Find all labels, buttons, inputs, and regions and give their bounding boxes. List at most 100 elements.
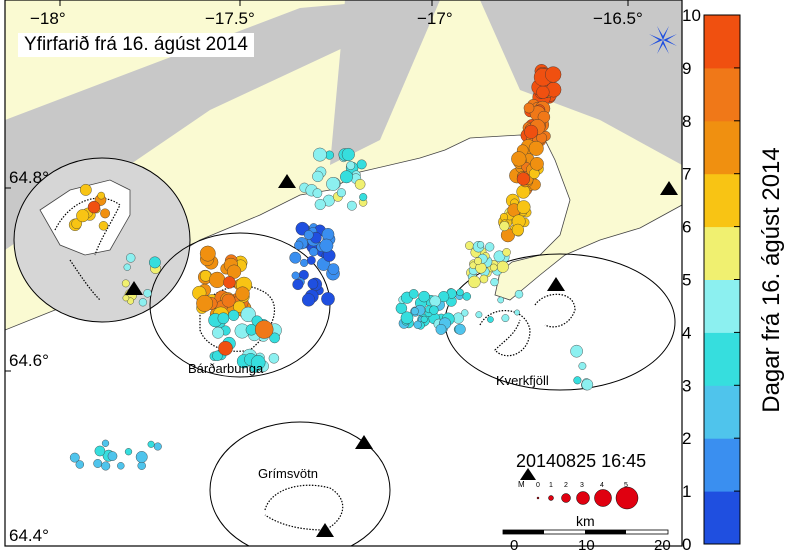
earthquake-point [319, 238, 334, 253]
magnitude-legend: M 0 1 2 3 4 5 [518, 480, 639, 510]
earthquake-point [87, 200, 101, 214]
earthquake-point [122, 294, 130, 302]
earthquake-point [93, 459, 103, 468]
earthquake-point [511, 223, 525, 237]
colorbar-segment [704, 385, 740, 439]
earthquake-point [581, 378, 594, 391]
earthquake-point [314, 198, 326, 210]
colorbar-tick-label: 1 [682, 482, 691, 501]
earthquake-point [523, 102, 535, 114]
earthquake-point [148, 256, 161, 269]
earthquake-point [479, 274, 489, 284]
earthquake-point [359, 193, 368, 202]
earthquake-point [268, 353, 280, 364]
earthquake-point [121, 279, 130, 288]
earthquake-point [138, 298, 148, 307]
earthquake-point [511, 151, 527, 167]
earthquake-point [573, 376, 582, 385]
colorbar-segment [704, 173, 740, 228]
earthquake-point [312, 170, 324, 183]
earthquake-point [292, 279, 304, 291]
earthquake-point [528, 140, 544, 156]
earthquake-point [143, 289, 152, 298]
timestamp-label: 20140825 16:45 [516, 451, 647, 471]
scale-bar-tick: 10 [578, 537, 595, 554]
earthquake-point [107, 451, 118, 461]
magnitude-legend-value: 5 [624, 482, 628, 489]
earthquake-point [300, 258, 309, 267]
earthquake-point [501, 314, 510, 322]
colorbar-tick-label: 5 [682, 271, 691, 290]
lat-tick-label: 64.4° [9, 526, 49, 545]
colorbar-tick-label: 10 [682, 6, 701, 25]
earthquake-point [255, 320, 274, 339]
magnitude-legend-circle [536, 496, 540, 500]
earthquake-point [514, 309, 520, 316]
earthquake-point [137, 461, 146, 470]
colorbar-segment [704, 491, 740, 545]
earthquake-point [408, 289, 419, 299]
earthquake-point [496, 260, 509, 273]
earthquake-point [435, 323, 447, 335]
lon-tick-label: −17.5° [205, 9, 255, 28]
lat-tick-label: 64.6° [9, 351, 49, 370]
lon-axis-ticks [5, 0, 629, 547]
earthquake-point [341, 147, 355, 161]
earthquake-point [326, 176, 340, 191]
earthquake-point [124, 448, 133, 456]
earthquake-point [356, 159, 367, 170]
earthquake-point [218, 340, 233, 356]
earthquake-point [309, 247, 319, 257]
caldera-rim-northwest [54, 197, 121, 256]
earthquake-point [578, 362, 587, 370]
earthquake-point [294, 240, 304, 250]
earthquake-point [98, 221, 109, 231]
earthquake-point [454, 323, 466, 335]
earthquake-point [336, 188, 346, 198]
earthquake-point [101, 439, 110, 447]
earthquake-point [499, 221, 510, 232]
earthquake-point [306, 255, 316, 265]
earthquake-point [321, 227, 335, 241]
earthquake-point [302, 293, 316, 307]
lon-tick-label: −18° [30, 9, 66, 28]
compass-rose-icon [649, 26, 677, 54]
earthquake-point [123, 263, 131, 271]
earthquake-point [312, 147, 327, 162]
gray-band-center [330, 0, 440, 165]
earthquake-point [514, 290, 524, 299]
earthquake-point [153, 442, 162, 451]
colorbar-title: Dagar frá 16. ágúst 2014 [758, 147, 785, 413]
colorbar-segment [704, 120, 740, 175]
earthquake-point [420, 315, 428, 323]
earthquake-point [76, 209, 90, 223]
earthquake-point [94, 445, 106, 457]
earthquake-point [212, 350, 223, 361]
earthquake-point [209, 271, 226, 289]
magnitude-legend-value: 4 [600, 482, 604, 489]
colorbar-segment [704, 332, 740, 386]
earthquake-point [117, 462, 125, 470]
station-triangle-icon [278, 174, 296, 188]
caldera-rim-northwest-lower [69, 259, 101, 301]
colorbar-tick-label: 2 [682, 429, 691, 448]
earthquake-point [199, 245, 216, 262]
earthquake-point [570, 344, 583, 358]
colorbar-tick-label: 3 [682, 376, 691, 395]
earthquake-point [485, 242, 495, 252]
earthquake-point [346, 161, 356, 170]
earthquake-point [250, 355, 266, 370]
magnitude-legend-label: M [518, 480, 525, 489]
earthquake-point [465, 241, 474, 250]
colorbar-tick-label: 8 [682, 112, 691, 131]
earthquake-point [228, 309, 240, 321]
magnitude-legend-circle [615, 486, 639, 510]
station-triangle-icon [660, 181, 678, 195]
station-triangle-icon [316, 523, 334, 537]
map-title: Yfirfarið frá 16. ágúst 2014 [18, 33, 254, 57]
earthquake-point [321, 292, 335, 306]
earthquake-point [221, 293, 236, 308]
earthquake-point [489, 263, 498, 272]
caldera-rim-kverkfjoll-east [534, 293, 576, 328]
earthquake-point [100, 208, 111, 219]
